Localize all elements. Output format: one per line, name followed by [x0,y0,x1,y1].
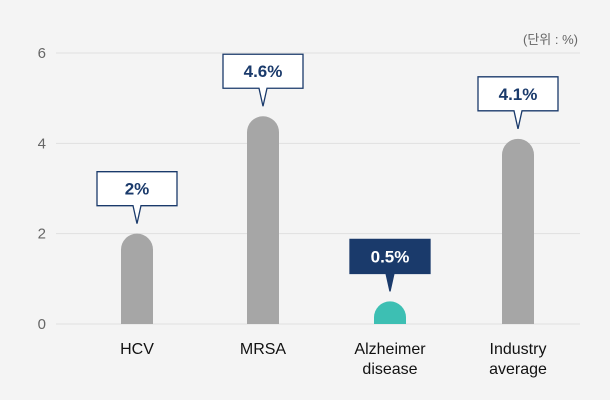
data-label-text-2: 4.6% [244,62,283,81]
bars [121,116,534,324]
data-label-text-3: 0.5% [371,247,410,266]
data-label-box-2 [222,53,304,107]
data-label-box-3 [349,238,431,292]
data-labels: 2% 4.6% 0.5% 4.1% [96,53,559,292]
unit-note: (단위 : %) [523,32,578,47]
category-label-1: HCV [120,341,154,358]
data-label-box-1 [96,171,178,224]
data-label-3: 0.5% [349,238,431,292]
bar-2 [247,116,279,324]
gridlines [56,52,580,325]
data-label-text-4: 4.1% [499,85,538,104]
data-label-text-1: 2% [125,180,150,199]
category-label-2: MRSA [240,341,287,358]
bar-3 [374,301,406,324]
y-tick-label-3: 6 [38,45,46,62]
y-axis-ticks: 0 2 4 6 [38,45,46,333]
y-tick-label-0: 0 [38,316,46,333]
bar-4 [502,138,534,324]
data-label-box-4 [477,76,559,129]
data-label-4: 4.1% [477,76,559,129]
bar-1 [121,233,153,324]
y-tick-label-2: 4 [38,135,46,152]
y-tick-label-1: 2 [38,226,46,243]
data-label-1: 2% [96,171,178,224]
category-label-4: Industry average [489,341,547,378]
data-label-2: 4.6% [222,53,304,107]
category-label-3: Alzheimer disease [354,341,426,378]
x-axis-categories: HCV MRSA Alzheimer disease Industry average [120,341,547,378]
